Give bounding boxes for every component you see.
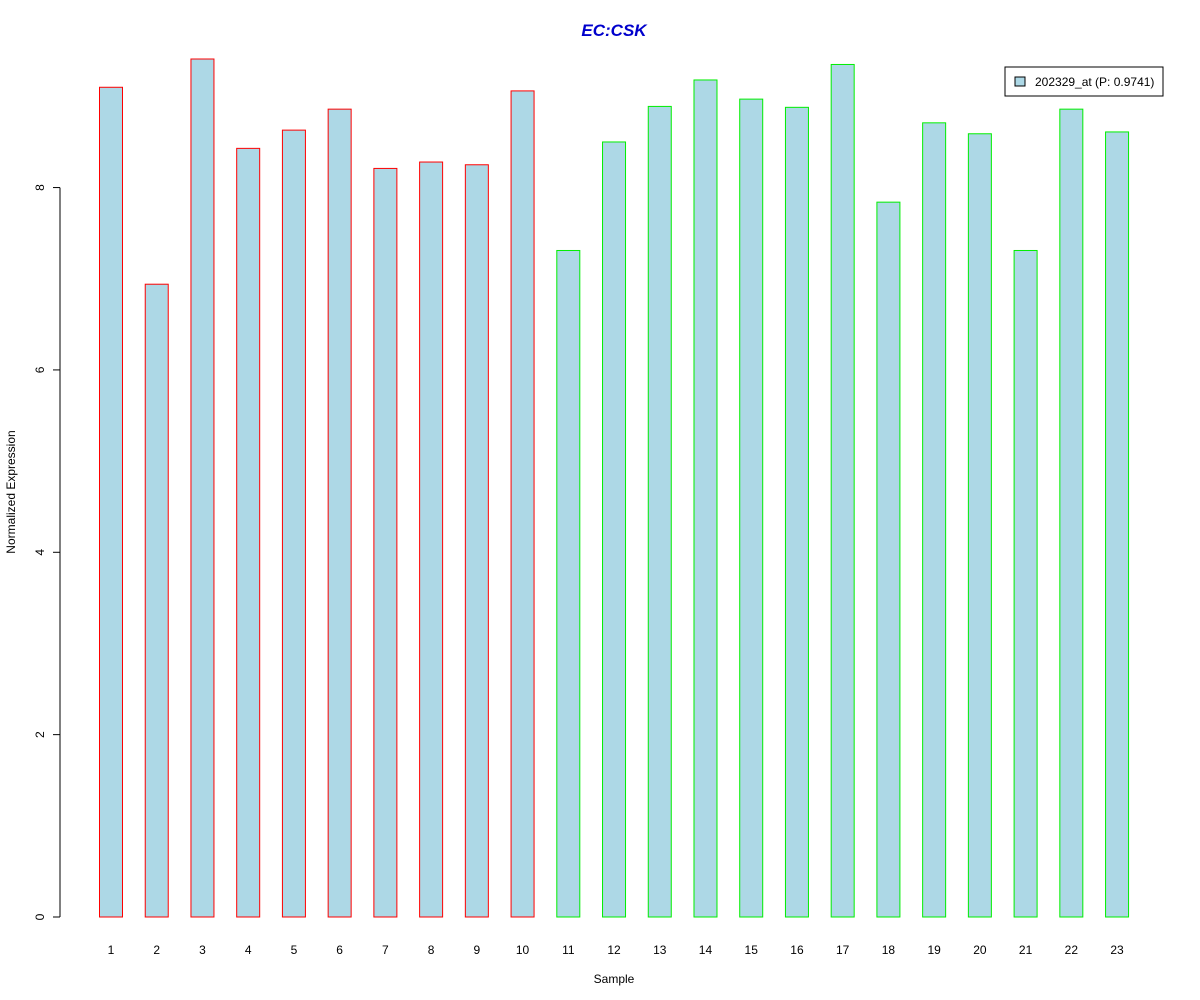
- y-axis-label: Normalized Expression: [4, 430, 18, 553]
- y-axis: 0 2 4 6 8: [33, 184, 61, 920]
- x-axis-label: Sample: [594, 972, 635, 986]
- x-tick-label: 16: [790, 943, 804, 957]
- bar-sample-20: [967, 133, 992, 918]
- x-tick-label: 18: [882, 943, 896, 957]
- x-tick-label: 12: [607, 943, 621, 957]
- bar-sample-12: [602, 141, 627, 918]
- x-tick-label: 2: [153, 943, 160, 957]
- x-tick-label: 3: [199, 943, 206, 957]
- y-tick-label: 8: [33, 184, 47, 191]
- x-tick-label: 1: [108, 943, 115, 957]
- bar-sample-14: [693, 79, 718, 918]
- x-tick-label: 11: [562, 943, 575, 957]
- bar-sample-7: [373, 167, 398, 918]
- bar-sample-8: [419, 161, 444, 918]
- bar-sample-3: [190, 58, 215, 918]
- bar-sample-23: [1105, 131, 1130, 918]
- x-tick-label: 22: [1065, 943, 1079, 957]
- y-tick-label: 6: [33, 366, 47, 373]
- x-tick-label: 8: [428, 943, 435, 957]
- bar-sample-19: [922, 122, 947, 918]
- x-tick-label: 15: [745, 943, 759, 957]
- bar-sample-2: [144, 283, 169, 918]
- x-tick-label: 6: [336, 943, 343, 957]
- x-tick-label: 17: [836, 943, 850, 957]
- x-tick-label: 14: [699, 943, 713, 957]
- bar-sample-9: [464, 164, 489, 918]
- y-tick-label: 4: [33, 549, 47, 556]
- bar-sample-22: [1059, 108, 1084, 918]
- x-tick-label: 7: [382, 943, 389, 957]
- x-tick-label: 4: [245, 943, 252, 957]
- bar-sample-15: [739, 98, 764, 918]
- bar-sample-17: [830, 63, 855, 918]
- x-tick-label: 5: [291, 943, 298, 957]
- y-tick-label: 2: [33, 731, 47, 738]
- bar-sample-18: [876, 201, 901, 918]
- bar-sample-10: [510, 90, 535, 918]
- x-tick-label: 9: [473, 943, 480, 957]
- x-tick-label: 10: [516, 943, 530, 957]
- bar-sample-5: [281, 129, 306, 918]
- y-tick-label: 0: [33, 913, 47, 920]
- legend-label: 202329_at (P: 0.9741): [1035, 75, 1154, 89]
- chart-title: EC:CSK: [581, 21, 648, 40]
- x-tick-label: 13: [653, 943, 667, 957]
- x-tick-label: 23: [1110, 943, 1124, 957]
- legend-swatch: [1014, 76, 1026, 87]
- bar-sample-21: [1013, 249, 1038, 918]
- x-tick-label: 20: [973, 943, 987, 957]
- bar-sample-13: [647, 105, 672, 918]
- bars: [99, 58, 1130, 918]
- bar-sample-6: [327, 108, 352, 918]
- bar-sample-16: [784, 106, 809, 918]
- legend: 202329_at (P: 0.9741): [1004, 66, 1164, 97]
- legend-box: [1004, 66, 1164, 97]
- x-axis: 1 2 3 4 5 6 7 8 9 10 11 12 13 14 15 16 17 18 19 20 21 22 23: [108, 943, 1124, 957]
- x-tick-label: 19: [927, 943, 941, 957]
- bar-sample-1: [99, 86, 123, 918]
- bar-sample-11: [556, 249, 581, 918]
- x-tick-label: 21: [1019, 943, 1033, 957]
- bar-sample-4: [236, 147, 261, 918]
